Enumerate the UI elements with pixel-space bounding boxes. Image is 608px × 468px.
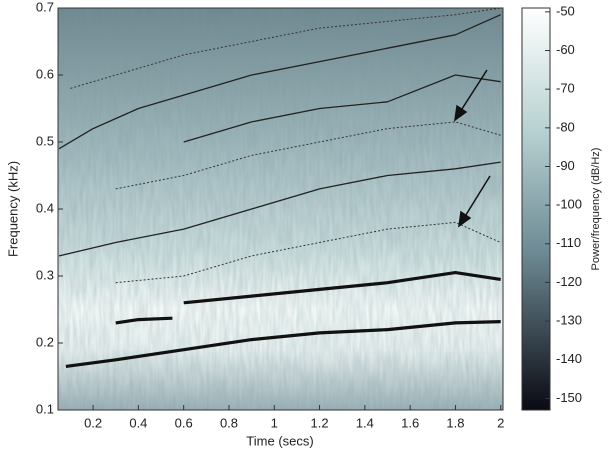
x-tick-label: 1.6 [401,415,419,430]
colorbar-tick-label: -80 [556,119,575,134]
x-tick-label: 1 [271,415,278,430]
colorbar-tick-label: -60 [556,42,575,57]
x-tick-label: 1.2 [311,415,329,430]
track-line [115,221,501,284]
spectrogram-texture [58,8,503,410]
track-line [58,14,501,150]
track-line [58,161,501,257]
track-line [183,271,501,305]
colorbar [521,7,551,411]
track-line [65,320,501,368]
colorbar-tick-label: -130 [556,313,582,328]
y-tick-label: 0.3 [36,267,54,282]
colorbar-tick-label: -100 [556,197,582,212]
x-tick-label: 0.6 [175,415,193,430]
colorbar-tick-label: -140 [556,351,582,366]
x-tick-label: 2 [497,415,504,430]
x-tick-label: 1.4 [356,415,374,430]
x-tick-label: 1.8 [446,415,464,430]
y-tick-label: 0.6 [36,66,54,81]
colorbar-label: Power/frequency (dB/Hz) [590,148,602,271]
track-line [183,74,501,143]
colorbar-tick-label: -70 [556,81,575,96]
y-tick-label: 0.5 [36,133,54,148]
tracks [58,8,501,368]
y-tick-label: 0.1 [36,401,54,416]
y-tick-label: 0.2 [36,334,54,349]
track-line [115,316,173,325]
x-tick-label: 0.4 [129,415,147,430]
track-line [70,8,501,89]
x-axis-label: Time (secs) [246,433,313,448]
y-tick-label: 0.4 [36,200,54,215]
x-tick-label: 0.8 [220,415,238,430]
colorbar-tick-label: -120 [556,274,582,289]
colorbar-tick-label: -90 [556,158,575,173]
colorbar-tick-label: -50 [556,3,575,18]
arrows [454,69,491,228]
track-line [115,121,501,190]
y-axis-label: Frequency (kHz) [5,161,20,257]
y-tick-label: 0.7 [36,0,54,14]
x-tick-label: 0.2 [84,415,102,430]
colorbar-tick-label: -150 [556,390,582,405]
colorbar-tick-label: -110 [556,235,581,250]
